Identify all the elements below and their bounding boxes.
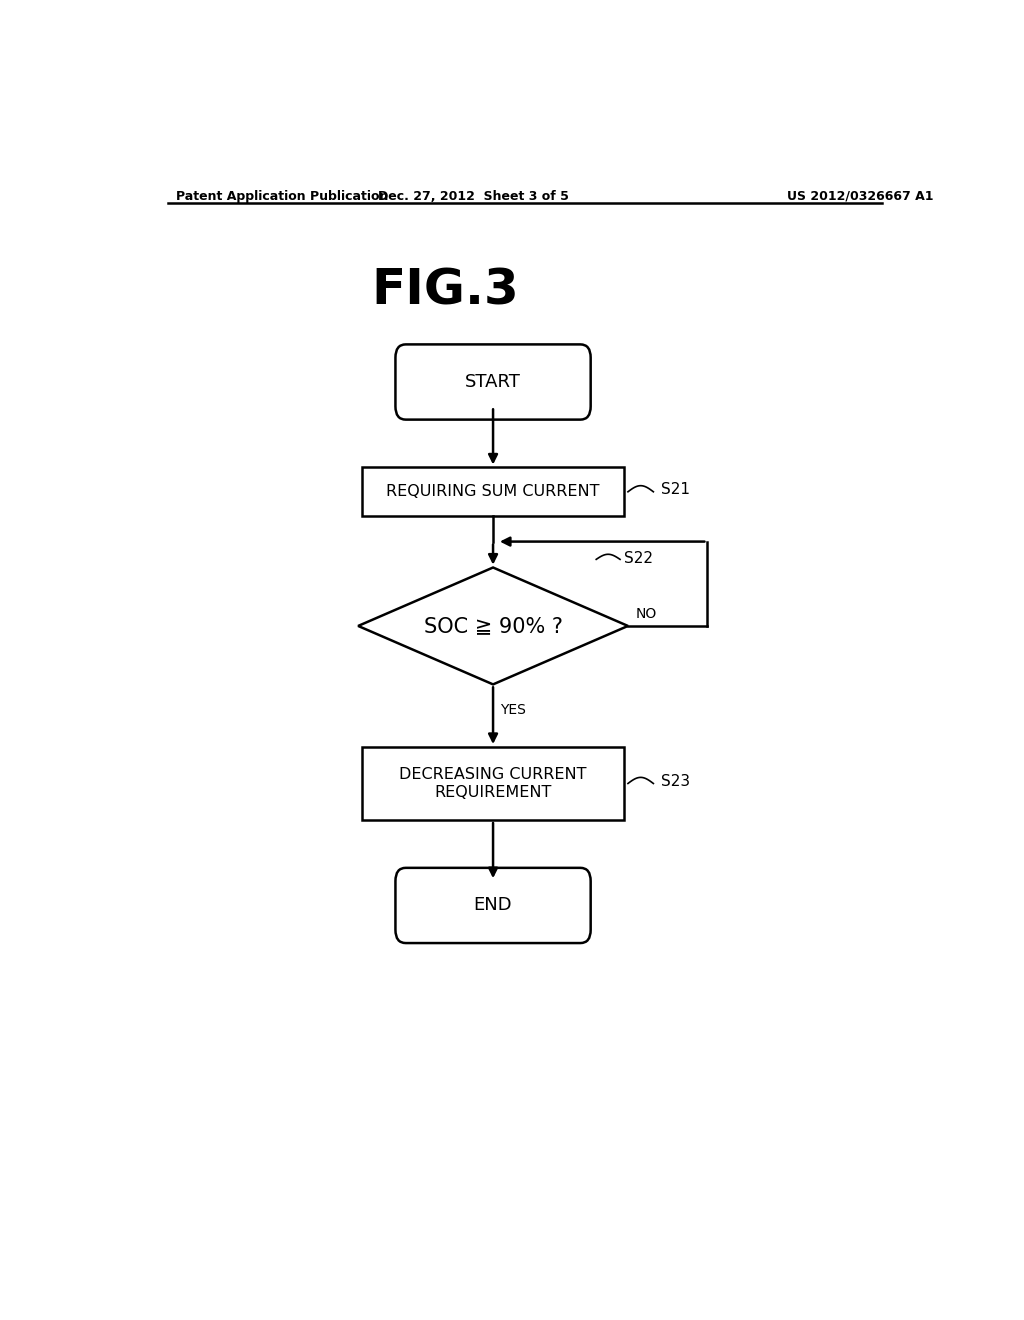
Text: Dec. 27, 2012  Sheet 3 of 5: Dec. 27, 2012 Sheet 3 of 5 — [378, 190, 568, 202]
Text: REQUIRING SUM CURRENT: REQUIRING SUM CURRENT — [386, 484, 600, 499]
Text: FIG.3: FIG.3 — [372, 267, 519, 314]
Bar — [362, 467, 624, 516]
Text: YES: YES — [500, 702, 526, 717]
Text: DECREASING CURRENT
REQUIREMENT: DECREASING CURRENT REQUIREMENT — [399, 767, 587, 800]
Text: S23: S23 — [662, 774, 690, 789]
Text: SOC ≧ 90% ?: SOC ≧ 90% ? — [424, 616, 562, 636]
Text: NO: NO — [636, 607, 657, 620]
Polygon shape — [358, 568, 628, 684]
Text: START: START — [465, 374, 521, 391]
Text: US 2012/0326667 A1: US 2012/0326667 A1 — [786, 190, 933, 202]
FancyBboxPatch shape — [395, 345, 591, 420]
Bar — [362, 747, 624, 820]
Text: END: END — [474, 896, 512, 915]
Text: Patent Application Publication: Patent Application Publication — [176, 190, 388, 202]
Text: S21: S21 — [662, 482, 690, 498]
FancyBboxPatch shape — [395, 867, 591, 942]
Text: S22: S22 — [624, 550, 653, 566]
